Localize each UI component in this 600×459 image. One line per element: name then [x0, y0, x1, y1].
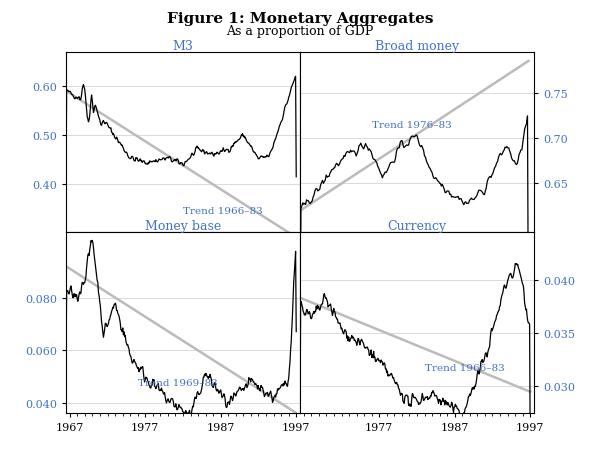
Text: Trend 1969–83: Trend 1969–83: [138, 379, 217, 387]
Text: Trend 1966–83: Trend 1966–83: [425, 363, 504, 372]
Title: Money base: Money base: [145, 220, 221, 233]
Text: As a proportion of GDP: As a proportion of GDP: [226, 25, 374, 38]
Title: Currency: Currency: [388, 220, 446, 233]
Text: Figure 1: Monetary Aggregates: Figure 1: Monetary Aggregates: [167, 11, 433, 25]
Title: Broad money: Broad money: [375, 40, 459, 53]
Text: Trend 1976–83: Trend 1976–83: [373, 120, 452, 129]
Text: Trend 1966–83: Trend 1966–83: [183, 207, 263, 216]
Title: M3: M3: [173, 40, 193, 53]
